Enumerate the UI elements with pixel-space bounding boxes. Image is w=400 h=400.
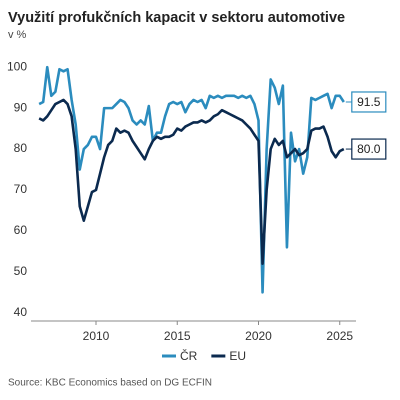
source-note: Source: KBC Economics based on DG ECFIN (8, 378, 212, 389)
x-tick-label: 2025 (326, 329, 353, 343)
y-tick-label: 40 (14, 305, 28, 319)
series-line (38, 65, 345, 294)
end-label-box (351, 138, 387, 160)
y-tick-label: 90 (14, 100, 28, 114)
legend-label: ČR (180, 348, 198, 363)
series-line (38, 98, 345, 265)
x-tick-label: 2010 (83, 329, 110, 343)
legend-label: EU (229, 349, 246, 363)
x-tick-label: 2015 (164, 329, 191, 343)
end-label: 91.5 (357, 95, 381, 109)
end-label: 80.0 (357, 142, 381, 156)
chart-title: Využití profukčních kapacit v sektoru au… (8, 10, 345, 26)
y-tick-label: 80 (14, 141, 28, 155)
chart-subtitle: v % (8, 29, 27, 41)
y-tick-label: 50 (14, 264, 28, 278)
y-tick-label: 70 (14, 182, 28, 196)
y-tick-label: 60 (14, 223, 28, 237)
x-tick-label: 2020 (245, 329, 272, 343)
end-label-box (351, 91, 387, 113)
y-tick-label: 100 (7, 59, 27, 73)
